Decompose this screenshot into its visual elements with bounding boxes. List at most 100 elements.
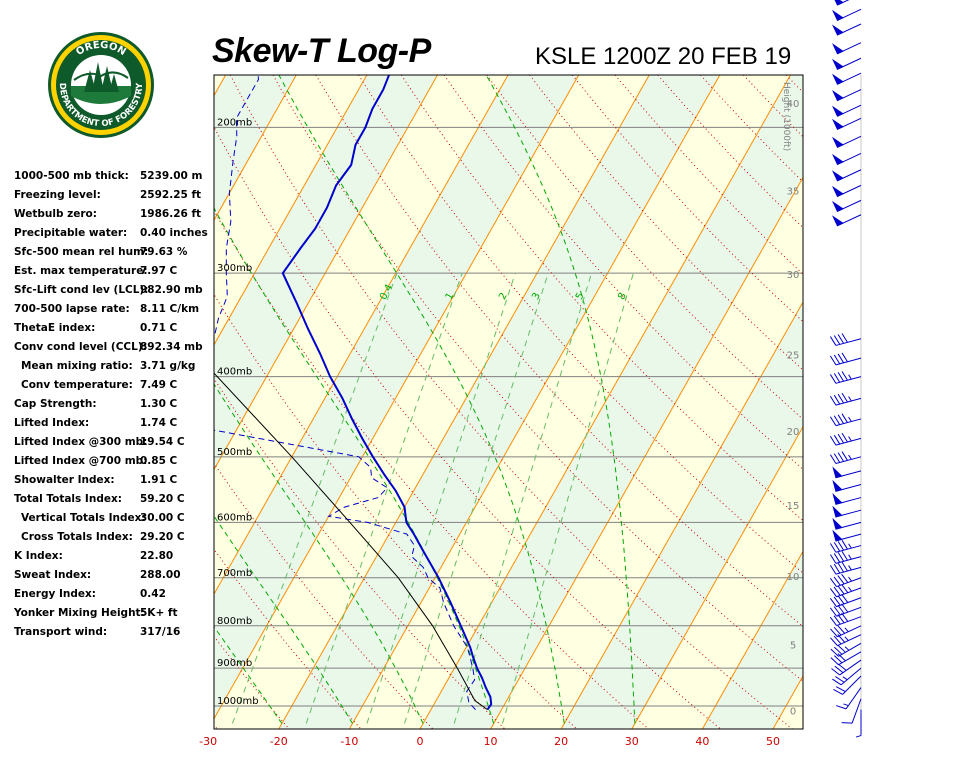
wind-barb-full	[833, 606, 841, 616]
wind-barb-half	[848, 543, 852, 549]
index-row: 1000-500 mb thick: 5239.00 m	[14, 168, 214, 187]
wind-barb-full	[830, 628, 838, 638]
pressure-label: 400mb	[217, 367, 252, 378]
isotherm-line	[214, 75, 297, 222]
dry-adiabat	[214, 125, 721, 729]
wind-barb-shaft	[840, 667, 862, 686]
wind-barb	[831, 72, 862, 85]
mixing-ratio-line	[453, 273, 592, 724]
wind-barb-flag	[832, 493, 843, 505]
wind-barb-full	[832, 678, 842, 686]
wind-barb-full	[829, 588, 837, 598]
wind-barb-full	[841, 540, 848, 550]
wind-barb-shaft	[851, 698, 862, 724]
wind-barb	[831, 8, 862, 21]
wind-barb-full	[829, 577, 837, 587]
wind-barb-full	[841, 352, 848, 363]
pressure-label: 500mb	[217, 447, 252, 458]
wind-barb	[832, 517, 862, 530]
mixing-ratio-line	[404, 273, 549, 724]
index-value: 0.71 C	[140, 322, 178, 334]
wind-barb-shaft	[835, 418, 862, 427]
index-label: Vertical Totals Index:	[21, 512, 146, 524]
wind-barb-full	[836, 686, 846, 693]
wind-barb-shaft	[835, 456, 862, 465]
temperature-tick-label: -20	[270, 735, 288, 748]
svg-text:OREGON: OREGON	[74, 40, 127, 58]
wind-barb-full	[829, 336, 837, 346]
wind-barb-full	[834, 665, 844, 674]
wind-barb-half	[844, 646, 850, 651]
stability-indices-panel: 1000-500 mb thick: 5239.00 m Freezing leve…	[14, 168, 214, 643]
wind-barb	[829, 573, 862, 588]
mixing-ratio-label: 2	[497, 291, 510, 302]
wind-barb-full	[837, 575, 845, 585]
wind-barb-flag	[832, 479, 843, 492]
wind-barb-half	[842, 676, 848, 681]
wind-barb-full	[829, 355, 837, 366]
wind-barb-shaft	[836, 606, 862, 617]
isotherm-band	[0, 75, 155, 729]
index-row: Wetbulb zero: 1986.26 ft	[14, 206, 214, 225]
mixing-ratio-line	[231, 273, 398, 724]
wind-barb-flag	[831, 73, 844, 85]
wind-barb	[831, 184, 862, 198]
dry-adiabat	[785, 75, 803, 94]
moist-adiabat	[214, 383, 424, 724]
wind-barb-full	[829, 616, 837, 626]
wind-barb-full	[830, 657, 839, 666]
index-row: Sfc-500 mean rel hum: 79.63 %	[14, 244, 214, 263]
wind-barb	[832, 493, 862, 505]
isotherm-line	[701, 550, 803, 729]
wind-barb-full	[841, 584, 849, 593]
isotherm-line	[631, 425, 803, 729]
index-label: Conv cond level (CCL):	[14, 341, 147, 353]
height-tick-label: 15	[787, 501, 800, 512]
wind-barb-full	[829, 597, 837, 607]
wind-barb-full	[834, 655, 843, 664]
wind-barb	[829, 551, 862, 564]
wind-barb-flag	[832, 517, 843, 530]
dry-adiabat	[529, 75, 803, 371]
index-value: 29.20 C	[140, 531, 185, 543]
moist-adiabat	[485, 75, 636, 724]
temperature-tick-label: 10	[484, 735, 498, 748]
temperature-tick-label: -10	[340, 735, 358, 748]
index-label: Precipitable water:	[14, 227, 128, 239]
index-value: 0.42	[140, 588, 166, 600]
index-value: 19.54 C	[140, 436, 185, 448]
wind-barb-full	[841, 451, 848, 461]
wind-barb-shaft	[838, 642, 862, 657]
wind-barb-full	[833, 373, 841, 383]
height-tick-label: 35	[787, 187, 800, 198]
wind-barb-full	[833, 394, 841, 405]
wind-barb-full	[837, 433, 845, 444]
wind-barb-half	[848, 554, 852, 560]
wind-barb-full	[841, 722, 853, 724]
wind-barb	[829, 561, 862, 575]
dry-adiabat	[914, 75, 960, 729]
wind-barb	[829, 352, 862, 366]
temperature-tick-label: -30	[199, 735, 217, 748]
wind-barb	[829, 432, 862, 446]
index-row: Freezing level: 2592.25 ft	[14, 187, 214, 206]
wind-barb-full	[829, 374, 837, 384]
pressure-label: 600mb	[217, 512, 252, 523]
index-row: Conv cond level (CCL): 892.34 mb	[14, 339, 214, 358]
height-tick-label: 5	[790, 641, 796, 652]
wind-barb-half	[848, 374, 852, 380]
isotherm-line	[419, 75, 791, 729]
wind-barb	[830, 642, 862, 657]
wind-barb-shaft	[835, 338, 862, 346]
temperature-tick-label: 0	[416, 735, 423, 748]
wind-barb-shaft	[845, 687, 862, 710]
wind-barb-full	[829, 607, 837, 617]
index-value: 8.11 C/km	[140, 303, 200, 315]
wind-barb-shaft	[835, 556, 862, 564]
wind-barb-full	[837, 393, 845, 404]
wind-barb-full	[833, 563, 841, 574]
wind-barb	[829, 612, 862, 627]
wind-barb-shaft	[835, 376, 862, 384]
index-label: Total Totals Index:	[14, 493, 122, 505]
